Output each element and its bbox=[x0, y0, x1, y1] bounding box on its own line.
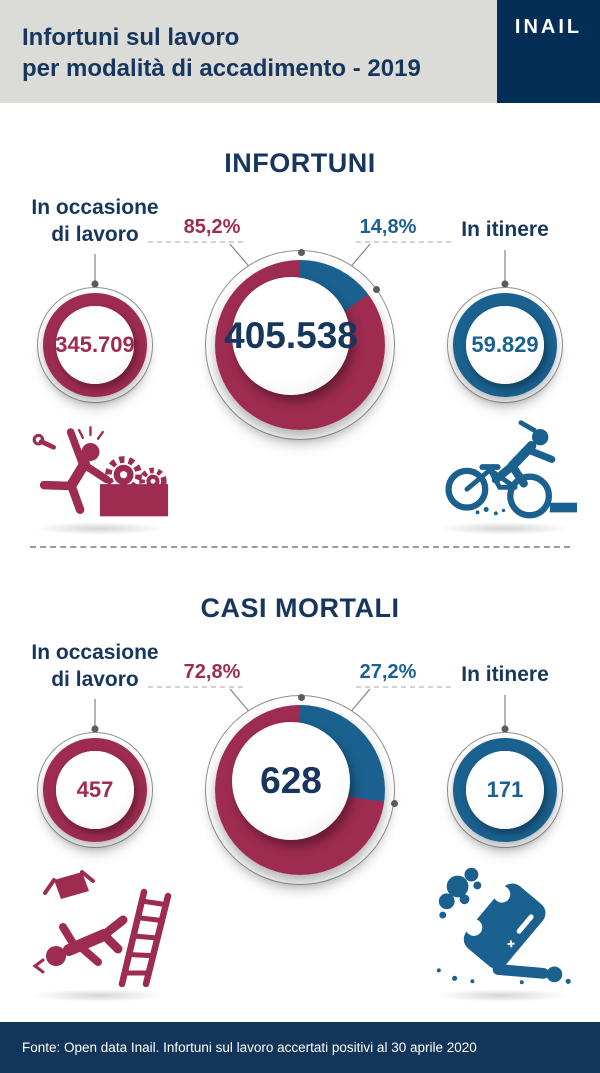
donut-center: 405.538 bbox=[224, 277, 358, 395]
label-in-occasione-di-lavoro: In occasione di lavoro bbox=[31, 641, 159, 691]
donut-total: 405.538 bbox=[224, 315, 358, 356]
donut-center: 628 bbox=[232, 722, 350, 840]
icon-shadow bbox=[438, 522, 570, 535]
blue-ring: 171 bbox=[453, 738, 557, 842]
label-in-itinere: In itinere bbox=[461, 218, 549, 241]
pct-label-blue: 14,8% bbox=[359, 216, 417, 238]
donut-chart-casi-mortali: 628 bbox=[205, 693, 398, 885]
label-in-itinere: In itinere bbox=[461, 663, 549, 686]
ladder-fall-icon bbox=[25, 865, 175, 987]
cyclist-crash-icon bbox=[432, 414, 577, 522]
circle-in-occasione: 345.709 bbox=[37, 287, 153, 403]
blue-ring: 59.829 bbox=[453, 293, 557, 397]
circle-center: 171 bbox=[466, 751, 544, 829]
donut-boundary-dot bbox=[297, 693, 305, 701]
icon-shadow bbox=[33, 522, 165, 535]
circle-value: 59.829 bbox=[471, 332, 539, 357]
donut-chart-infortuni: 405.538 bbox=[205, 248, 395, 440]
footer: Fonte: Open data Inail. Infortuni sul la… bbox=[0, 1022, 600, 1073]
crimson-ring: 345.709 bbox=[43, 293, 147, 397]
section-infortuni: INFORTUNI In occasione di lavoro 85,2% 1… bbox=[0, 130, 600, 550]
donut-boundary-dot bbox=[297, 248, 305, 256]
footer-source: Fonte: Open data Inail. Infortuni sul la… bbox=[22, 1040, 477, 1055]
header: Infortuni sul lavoro per modalità di acc… bbox=[0, 0, 600, 103]
inail-logo: INAIL bbox=[514, 16, 583, 38]
donut-boundary-dot bbox=[390, 800, 398, 808]
worker-gears-icon bbox=[28, 416, 170, 522]
car-crash-icon bbox=[425, 861, 583, 985]
circle-center: 59.829 bbox=[466, 306, 544, 384]
circle-center: 345.709 bbox=[55, 306, 135, 384]
circle-in-itinere: 59.829 bbox=[447, 287, 563, 403]
circle-center: 457 bbox=[56, 751, 134, 829]
section-casi-mortali: CASI MORTALI In occasione di lavoro 72,8… bbox=[0, 575, 600, 1002]
dashed-divider bbox=[30, 546, 570, 548]
circle-value: 457 bbox=[76, 777, 114, 802]
pct-label-crimson: 85,2% bbox=[183, 216, 241, 238]
section-title: CASI MORTALI bbox=[200, 593, 400, 623]
circle-value: 171 bbox=[486, 777, 524, 802]
donut-boundary-dot bbox=[372, 286, 380, 294]
inail-logo-box: INAIL bbox=[497, 0, 600, 103]
circle-value: 345.709 bbox=[55, 332, 135, 357]
pct-label-blue: 27,2% bbox=[359, 661, 417, 683]
page-title-line1: Infortuni sul lavoro bbox=[22, 24, 240, 51]
page-title-line2: per modalità di accadimento - 2019 bbox=[22, 55, 421, 82]
crimson-ring: 457 bbox=[43, 738, 147, 842]
donut-total: 628 bbox=[260, 760, 322, 801]
section-title: INFORTUNI bbox=[224, 148, 376, 178]
circle-in-itinere: 171 bbox=[447, 732, 563, 848]
icon-shadow bbox=[33, 989, 165, 1002]
pct-label-crimson: 72,8% bbox=[183, 661, 241, 683]
circle-in-occasione: 457 bbox=[37, 732, 153, 848]
icon-shadow bbox=[435, 989, 567, 1002]
page-title: Infortuni sul lavoro per modalità di acc… bbox=[22, 22, 421, 84]
label-in-occasione-di-lavoro: In occasione di lavoro bbox=[31, 196, 159, 246]
